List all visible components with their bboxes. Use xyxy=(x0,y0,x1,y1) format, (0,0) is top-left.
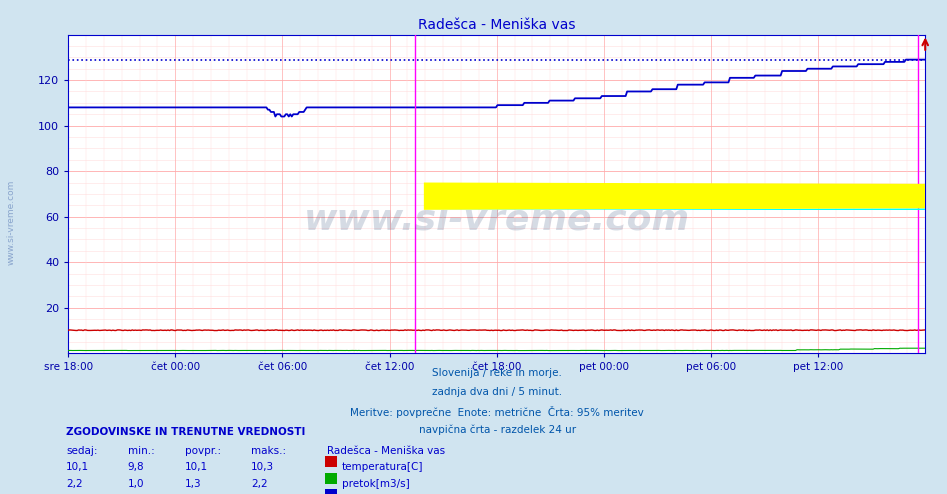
Text: sedaj:: sedaj: xyxy=(66,446,98,456)
Text: zadnja dva dni / 5 minut.: zadnja dva dni / 5 minut. xyxy=(432,387,563,397)
Text: www.si-vreme.com: www.si-vreme.com xyxy=(304,203,689,237)
Text: Slovenija / reke in morje.: Slovenija / reke in morje. xyxy=(432,368,563,378)
Text: min.:: min.: xyxy=(128,446,154,456)
Text: ZGODOVINSKE IN TRENUTNE VREDNOSTI: ZGODOVINSKE IN TRENUTNE VREDNOSTI xyxy=(66,427,306,437)
Text: povpr.:: povpr.: xyxy=(185,446,221,456)
Text: 1,0: 1,0 xyxy=(128,479,144,489)
Text: temperatura[C]: temperatura[C] xyxy=(342,462,423,472)
Text: www.si-vreme.com: www.si-vreme.com xyxy=(7,180,16,265)
Text: 9,8: 9,8 xyxy=(128,462,145,472)
Text: 10,3: 10,3 xyxy=(251,462,274,472)
Title: Radešca - Meniška vas: Radešca - Meniška vas xyxy=(418,18,576,32)
Text: Meritve: povprečne  Enote: metrične  Črta: 95% meritev: Meritve: povprečne Enote: metrične Črta:… xyxy=(350,406,644,417)
Text: 2,2: 2,2 xyxy=(66,479,83,489)
Text: pretok[m3/s]: pretok[m3/s] xyxy=(342,479,410,489)
Text: 10,1: 10,1 xyxy=(185,462,207,472)
Text: navpična črta - razdelek 24 ur: navpična črta - razdelek 24 ur xyxy=(419,424,576,435)
Text: maks.:: maks.: xyxy=(251,446,286,456)
Text: 10,1: 10,1 xyxy=(66,462,89,472)
Text: 2,2: 2,2 xyxy=(251,479,268,489)
Text: 1,3: 1,3 xyxy=(185,479,202,489)
Text: Radešca - Meniška vas: Radešca - Meniška vas xyxy=(327,446,445,456)
Polygon shape xyxy=(424,182,947,210)
Polygon shape xyxy=(424,196,947,210)
